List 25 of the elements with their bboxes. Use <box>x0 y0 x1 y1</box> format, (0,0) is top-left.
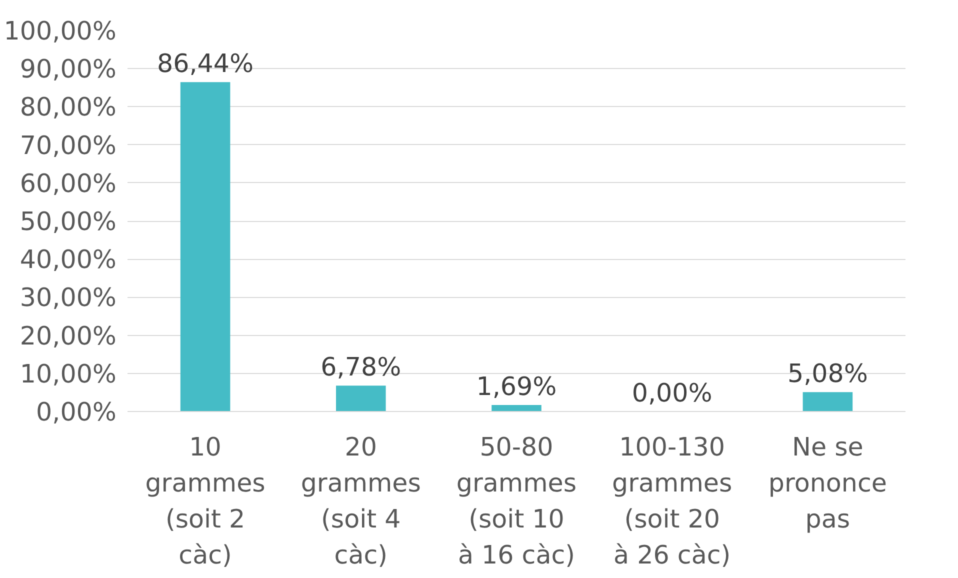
bar <box>336 386 386 412</box>
bar <box>802 392 853 412</box>
x-tick-label: 10 grammes (soit 2 càc) <box>145 432 266 570</box>
x-tick-label: 100-130 grammes (soit 20 à 26 càc) <box>612 432 732 570</box>
y-tick-label: 80,00% <box>20 92 116 122</box>
data-label: 1,69% <box>476 371 557 402</box>
data-label: 6,78% <box>320 352 402 382</box>
y-tick-label: 40,00% <box>20 244 116 274</box>
y-tick-label: 10,00% <box>20 358 116 388</box>
y-tick-label: 0,00% <box>36 396 117 426</box>
bar <box>180 82 230 412</box>
bar <box>492 405 542 412</box>
y-tick-label: 90,00% <box>20 54 116 84</box>
x-tick-label: 50-80 grammes (soit 10 à 16 càc) <box>456 432 577 570</box>
x-tick-label: Ne se prononce pas <box>768 432 887 534</box>
y-tick-label: 70,00% <box>20 130 116 160</box>
y-tick-label: 30,00% <box>20 282 116 312</box>
x-tick-label: 20 grammes (soit 4 càc) <box>300 432 421 570</box>
data-label: 5,08% <box>787 358 868 388</box>
y-tick-label: 20,00% <box>20 320 116 350</box>
data-label: 0,00% <box>632 378 712 408</box>
data-label: 86,44% <box>157 48 254 78</box>
y-tick-label: 60,00% <box>20 168 116 198</box>
y-tick-label: 50,00% <box>20 206 116 236</box>
y-tick-label: 100,00% <box>4 16 117 46</box>
